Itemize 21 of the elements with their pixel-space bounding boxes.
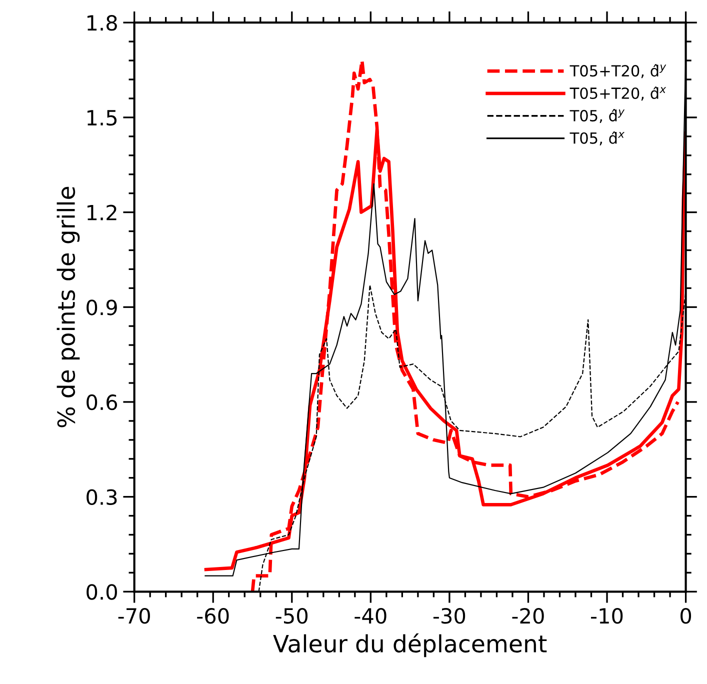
x-tick-label: -50 (276, 608, 308, 624)
y-tick-label: 0.6 (86, 394, 118, 410)
x-tick-label: -40 (354, 608, 386, 624)
x-axis-title: Valeur du déplacement (273, 633, 547, 658)
legend-label: T05+T20, d̂$^{x}$ (570, 86, 666, 101)
y-tick-label: 0.3 (86, 489, 117, 506)
y-tick-label: 1.2 (88, 204, 116, 220)
legend-label: T05, d̂$^{x}$ (570, 131, 625, 146)
x-tick-label: 0 (680, 608, 692, 624)
x-tick-label: -70 (118, 608, 150, 624)
legend-label: T05, d̂$^{y}$ (570, 109, 625, 124)
y-tick-label: 1.8 (88, 15, 117, 31)
y-tick-label: 1.5 (88, 110, 117, 126)
y-tick-label: 0.9 (86, 300, 117, 316)
y-axis-title: % de points de grille (56, 186, 80, 428)
x-tick-label: -60 (197, 608, 229, 624)
y-tick-label: 0.0 (86, 584, 117, 600)
legend-label: T05+T20, d̂$^{y}$ (570, 64, 666, 78)
x-tick-label: -30 (433, 608, 466, 624)
x-tick-label: -10 (591, 608, 623, 624)
x-tick-label: -20 (512, 608, 544, 624)
